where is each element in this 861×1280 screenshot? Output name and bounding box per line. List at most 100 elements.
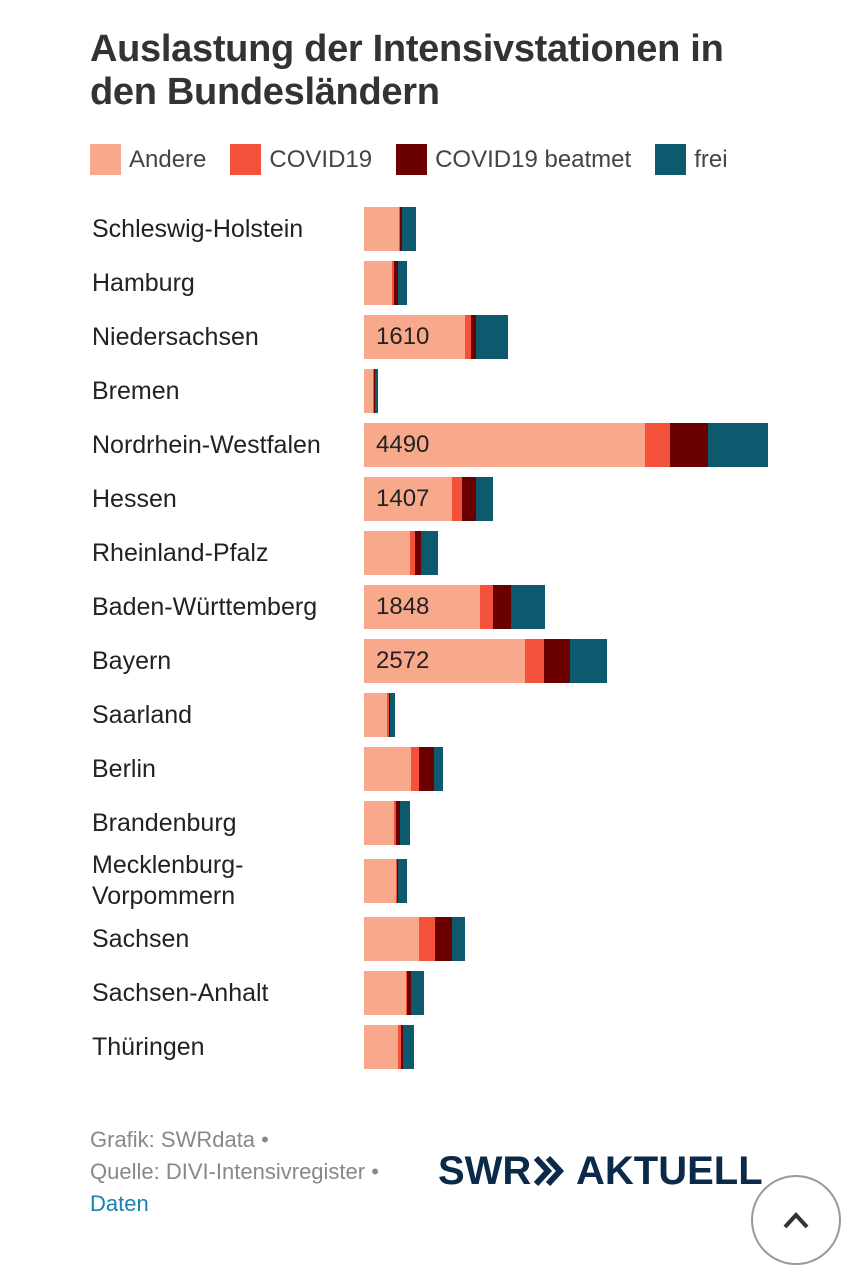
bar-segment: 1407 [364, 477, 452, 521]
bar-segment [374, 369, 376, 413]
bar-segment [364, 971, 406, 1015]
category-label: Nordrhein-Westfalen [92, 430, 321, 459]
row: Berlin [92, 742, 792, 796]
bar-segment [364, 261, 393, 305]
category-label: Baden-Württemberg [92, 592, 318, 621]
bar-segment: 1610 [364, 315, 465, 359]
bar-area [364, 1025, 769, 1069]
row: Saarland [92, 688, 792, 742]
bar-segment [511, 585, 545, 629]
legend-item: COVID19 [230, 144, 372, 175]
bar-segment [470, 315, 476, 359]
row: Rheinland-Pfalz [92, 526, 792, 580]
bar-segment [410, 531, 416, 575]
bar-segment [644, 423, 670, 467]
category-label: Bayern [92, 646, 172, 675]
row: Niedersachsen 1610 [92, 310, 792, 364]
bar-area: 1407 [364, 477, 769, 521]
bar-segment [434, 747, 443, 791]
logo-swr: SWR [438, 1149, 531, 1193]
bar-segment [389, 693, 391, 737]
bar-area [364, 747, 769, 791]
bar-segment [364, 859, 396, 903]
bar-segment [475, 477, 493, 521]
bar-segment: 2572 [364, 639, 525, 683]
data-link[interactable]: Daten [90, 1191, 149, 1216]
legend-label: Andere [129, 145, 207, 173]
row: Bayern 2572 [92, 634, 792, 688]
row: Nordrhein-Westfalen 4490 [92, 418, 792, 472]
bar-segment [364, 1025, 398, 1069]
bar-segment [475, 315, 508, 359]
bar-area [364, 859, 769, 903]
bar-segment [399, 801, 410, 845]
category-label: Berlin [92, 754, 156, 783]
bar-segment: 1848 [364, 585, 480, 629]
category-label: Saarland [92, 700, 193, 729]
logo-chevrons [533, 1155, 565, 1187]
bar-segment [524, 639, 544, 683]
bar-area: 1848 [364, 585, 769, 629]
value-label: 1848 [376, 593, 430, 620]
row: Sachsen [92, 912, 792, 966]
row: Hessen 1407 [92, 472, 792, 526]
legend-item: frei [655, 144, 728, 175]
row: Brandenburg [92, 796, 792, 850]
row: Thüringen [92, 1020, 792, 1074]
legend: Andere COVID19 COVID19 beatmet frei [90, 144, 728, 175]
logo-aktuell: AKTUELL [576, 1149, 763, 1193]
bar-segment [707, 423, 768, 467]
bar-segment [435, 917, 452, 961]
bar-area: 4490 [364, 423, 769, 467]
row: Schleswig-Holstein [92, 202, 792, 256]
chart: Schleswig-Holstein Hamburg Niedersachsen 16… [92, 202, 792, 1074]
bar-segment [392, 261, 394, 305]
bar-segment [395, 859, 397, 903]
category-label: Thüringen [92, 1032, 205, 1061]
legend-item: Andere [90, 144, 206, 175]
bar-segment [407, 971, 411, 1015]
row: Bremen [92, 364, 792, 418]
bar-area [364, 207, 769, 251]
bar-area: 1610 [364, 315, 769, 359]
bar-segment [394, 261, 398, 305]
bar-segment [364, 207, 399, 251]
category-label: Schleswig-Holstein [92, 214, 304, 243]
credit: Grafik: SWRdata • [90, 1127, 269, 1152]
category-label: Brandenburg [92, 808, 237, 837]
category-label: Hessen [92, 484, 177, 513]
value-label: 1610 [376, 323, 430, 350]
bar-segment [479, 585, 494, 629]
legend-swatch [396, 144, 428, 175]
bar-segment [387, 693, 389, 737]
bar-segment [395, 801, 400, 845]
bar-segment [397, 261, 407, 305]
bar-segment [405, 971, 408, 1015]
category-label: Mecklenburg-Vorpommern [92, 851, 244, 910]
bar-segment [402, 207, 416, 251]
row: Mecklenburg-Vorpommern [92, 850, 792, 912]
legend-label: frei [694, 145, 728, 173]
bar-segment [364, 531, 411, 575]
bar-segment [415, 531, 421, 575]
bar-segment [402, 1025, 414, 1069]
legend-item: COVID19 beatmet [396, 144, 631, 175]
legend-swatch [230, 144, 262, 175]
bar-segment [394, 801, 396, 845]
bar-segment [397, 1025, 401, 1069]
bar-segment [461, 477, 476, 521]
bar-segment [364, 369, 374, 413]
bar-area [364, 801, 769, 845]
bar-segment [464, 315, 471, 359]
category-label: Sachsen-Anhalt [92, 978, 269, 1007]
scroll-top-button[interactable] [751, 1175, 841, 1265]
legend-swatch [655, 144, 687, 175]
bar-segment [400, 207, 403, 251]
source: Quelle: DIVI-Intensivregister • [90, 1159, 379, 1184]
category-label: Hamburg [92, 268, 195, 297]
bar-segment [419, 747, 434, 791]
bar-segment [419, 917, 436, 961]
footer: Grafik: SWRdata • Quelle: DIVI-Intensivr… [90, 1124, 379, 1220]
bar-area [364, 971, 769, 1015]
category-label: Sachsen [92, 924, 190, 953]
